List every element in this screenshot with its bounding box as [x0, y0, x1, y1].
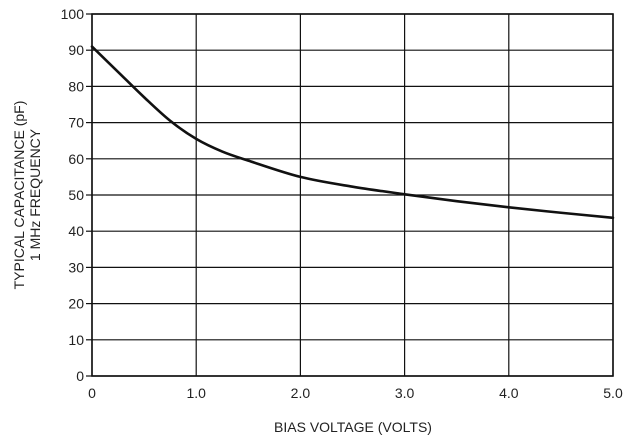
y-tick-label: 40: [68, 223, 84, 239]
plot-frame: [91, 13, 614, 377]
x-tick-labels: 0 1.0 2.0 3.0 4.0 5.0: [88, 385, 623, 401]
grid: [86, 13, 614, 377]
y-axis-title-line2: 1 MHz FREQUENCY: [27, 128, 43, 261]
x-tick-label: 3.0: [395, 385, 415, 401]
y-tick-label: 0: [76, 368, 84, 384]
y-tick-label: 50: [68, 187, 84, 203]
y-tick-label: 10: [68, 332, 84, 348]
capacitance-curve: [90, 45, 615, 220]
y-tick-label: 100: [61, 6, 85, 22]
y-tick-label: 90: [68, 42, 84, 58]
y-tick-label: 60: [68, 151, 84, 167]
x-tick-label: 1.0: [186, 385, 206, 401]
y-tick-label: 80: [68, 78, 84, 94]
y-tick-label: 30: [68, 259, 84, 275]
x-tick-label: 4.0: [499, 385, 519, 401]
x-tick-label: 2.0: [291, 385, 311, 401]
y-tick-labels: 0 10 20 30 40 50 60 70 80 90 100: [61, 6, 85, 384]
x-axis-title: BIAS VOLTAGE (VOLTS): [274, 419, 432, 435]
y-axis-title-line1: TYPICAL CAPACITANCE (pF): [11, 101, 27, 290]
x-tick-label: 0: [88, 385, 96, 401]
y-tick-label: 70: [68, 115, 84, 131]
x-tick-label: 5.0: [603, 385, 623, 401]
y-tick-label: 20: [68, 296, 84, 312]
